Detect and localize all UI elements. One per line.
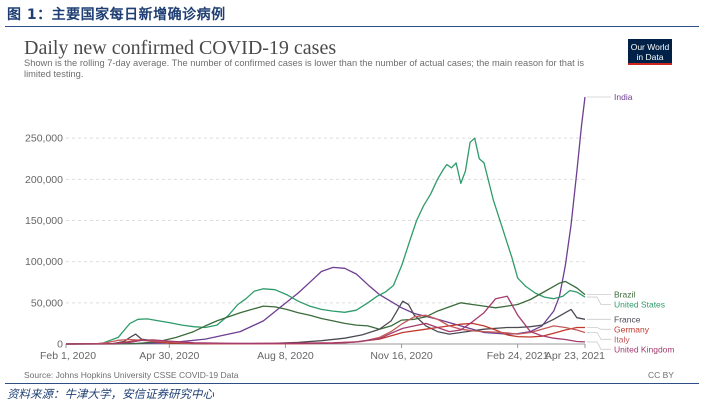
y-tick-label: 100,000 <box>25 256 63 268</box>
series-line-germany <box>65 322 585 345</box>
series-layer <box>65 96 586 345</box>
series-label-leader <box>587 341 611 350</box>
series-label-leader <box>587 332 611 340</box>
series-label-leader <box>587 327 611 330</box>
series-label-india: India <box>614 92 633 102</box>
data-source-footnote: 资料来源：牛津大学，安信证券研究中心 <box>7 387 214 401</box>
series-label-united-states: United States <box>614 300 665 310</box>
x-tick-label: Feb 1, 2020 <box>40 350 96 362</box>
x-tick-label: Aug 8, 2020 <box>257 350 314 362</box>
series-label-italy: Italy <box>614 334 630 344</box>
series-label-brazil: Brazil <box>614 290 635 300</box>
license-link[interactable]: CC BY <box>648 370 674 380</box>
figure-caption: 图 1：主要国家每日新增确诊病例 <box>7 7 226 23</box>
x-tick-label: Feb 24, 2021 <box>487 350 549 362</box>
owid-logo-line1: Our World <box>630 42 670 52</box>
x-tick-label: Apr 23, 2021 <box>545 350 605 362</box>
series-line-united-states <box>65 137 586 345</box>
top-rule <box>5 26 699 27</box>
y-tick-label: 150,000 <box>25 215 63 227</box>
series-label-leader <box>587 296 611 306</box>
chart-subtitle: Shown is the rolling 7-day average. The … <box>24 58 585 79</box>
series-label-germany: Germany <box>614 324 650 334</box>
y-tick-label: 0 <box>57 339 63 351</box>
series-label-france: France <box>614 314 641 324</box>
series-label-united-kingdom: United Kingdom <box>614 344 674 354</box>
y-tick-label: 50,000 <box>31 297 63 309</box>
series-line-united-kingdom <box>65 295 586 345</box>
series-line-india <box>65 96 586 345</box>
x-tick-label: Nov 16, 2020 <box>370 350 433 362</box>
series-line-france <box>65 300 586 345</box>
grid-layer: 0 50,000 100,000 150,000 200,000 250,000 Feb 1… <box>25 133 605 362</box>
y-tick-label: 250,000 <box>25 133 63 145</box>
owid-logo[interactable]: Our World in Data <box>628 39 672 65</box>
source-text: Source: Johns Hopkins University CSSE CO… <box>24 370 239 380</box>
owid-logo-line2: in Data <box>636 52 664 62</box>
series-line-brazil <box>66 280 586 345</box>
x-tick-label: Apr 30, 2020 <box>139 350 199 362</box>
y-tick-label: 200,000 <box>25 174 63 186</box>
bottom-rule <box>5 383 699 384</box>
chart-title: Daily new confirmed COVID-19 cases <box>24 37 337 59</box>
